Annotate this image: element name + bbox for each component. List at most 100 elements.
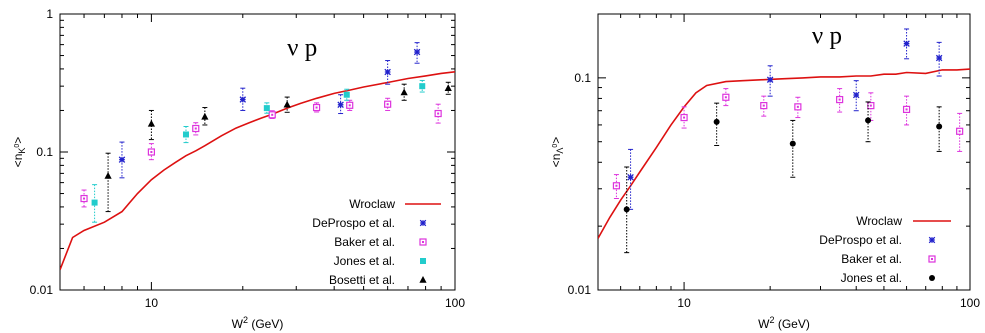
y-tick-label: 1 [46,7,53,21]
error-bar [105,152,111,213]
error-bar [419,79,425,93]
data-point [902,105,911,114]
data-point [413,48,421,56]
legend-marker [929,275,935,281]
error-bar [284,96,290,113]
data-point [80,194,88,203]
data-point [312,103,321,112]
error-bar [837,88,843,113]
minor-ticks [59,13,456,291]
series-deprospo-et-al- [118,42,421,179]
data-point [337,101,344,109]
data-point [903,40,910,47]
data-point [147,119,155,127]
data-point [623,206,630,213]
legend-label: Jones et al. [841,271,902,285]
x-tick-label: 100 [960,296,980,310]
error-bar [119,141,125,179]
legend-label: DeProspo et al. [819,233,902,247]
legend-label: DeProspo et al. [312,216,395,230]
series-bosetti-et-al- [104,81,452,213]
series-jones-et-al- [623,101,943,254]
y-tick-label: 0.01 [30,283,54,297]
data-point [936,123,943,130]
series-deprospo-et-al- [627,28,943,210]
x-axis-title: W2 (GeV) [758,315,810,331]
data-point [722,93,730,101]
data-point [268,111,276,119]
legend-label: Baker et al. [334,235,395,249]
y-tick-label: 0.1 [36,145,53,159]
data-point [201,112,209,120]
data-point [419,83,426,90]
error-bar [904,28,910,60]
data-point [760,102,768,110]
error-bar [723,88,729,107]
x-axis-title: W2 (GeV) [232,315,284,331]
data-point [935,54,943,62]
data-point [91,199,98,206]
data-point [239,96,247,103]
data-point [444,84,452,91]
y-axis-title: <nΛ0> [549,137,565,168]
x-tick-label: 100 [445,296,465,310]
legend: Wroclaw DeProspo et al. Baker et al. Jones … [312,197,441,287]
data-point [182,131,189,138]
panel-lambda: 10 100 0.01 0.1 W2 (GeV) <nΛ0> ν p Wroclaw DePro… [549,13,980,331]
error-bar [613,174,619,199]
data-point [192,124,200,133]
x-tick-label: 10 [145,296,159,310]
data-point [867,102,875,110]
error-bar [865,101,871,143]
error-bar [681,106,687,129]
data-point [118,156,126,163]
y-tick-label: 0.1 [574,71,591,85]
plot-frame [597,13,971,291]
error-bar [202,107,208,126]
error-bar [240,87,246,111]
error-bar [401,83,407,101]
data-point [836,95,844,104]
data-point [627,173,634,181]
data-point [384,100,392,108]
error-bar [904,95,910,126]
legend-label: Baker et al. [841,252,902,266]
plot-frame [59,13,456,291]
data-point [789,140,796,147]
legend-marker [419,276,427,283]
model-curve-wroclaw [60,71,455,271]
model-curve-wroclaw [598,68,970,239]
data-point [852,91,860,99]
data-point [713,118,720,125]
legend-marker [420,258,426,264]
legend-label: Bosetti et al. [329,273,395,287]
error-bar [81,189,87,208]
series-baker-et-al- [612,88,964,199]
data-point [384,68,391,76]
data-point [434,109,442,118]
data-point [104,172,112,179]
error-bar [790,119,796,178]
y-axis-title: <nK0> [11,137,27,168]
data-point [956,127,964,135]
data-point [400,88,408,96]
panel-kaon: 10 100 0.01 0.1 1 W2 (GeV) <nK0> ν p Wroclaw DePr… [11,7,465,331]
error-bar [936,41,942,77]
error-bar [385,60,391,85]
x-tick-label: 10 [677,296,691,310]
error-bar [344,88,350,101]
data-point [766,76,774,83]
legend-label-wroclaw: Wroclaw [856,214,902,228]
data-point [346,101,354,109]
data-point [612,182,621,190]
annotation-nu-p: ν p [287,35,317,62]
series-jones-et-al- [91,79,426,223]
error-bar [314,102,320,113]
error-bar [148,143,154,161]
legend-marker [419,219,427,227]
legend: Wroclaw DeProspo et al. Baker et al. Jones … [819,214,951,285]
data-point [680,113,688,122]
data-point [263,105,270,112]
error-bar [148,109,154,141]
